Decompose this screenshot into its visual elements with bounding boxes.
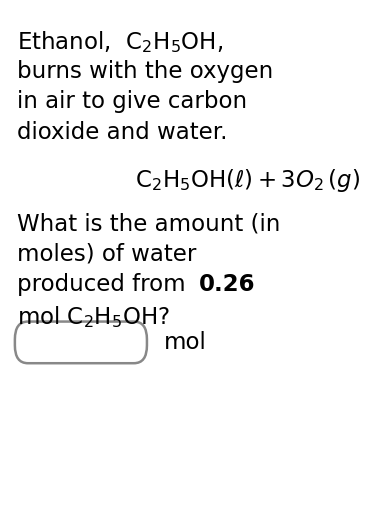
Text: in air to give carbon: in air to give carbon <box>17 90 247 113</box>
Text: $\mathrm{C_2H_5OH}(\ell) + 3O_2\,(g)$: $\mathrm{C_2H_5OH}(\ell) + 3O_2\,(g)$ <box>135 167 361 194</box>
Text: dioxide and water.: dioxide and water. <box>17 121 227 144</box>
Text: What is the amount (in: What is the amount (in <box>17 212 280 235</box>
Text: 0.26: 0.26 <box>199 273 256 296</box>
Text: mol $\mathrm{C_2H_5OH}$?: mol $\mathrm{C_2H_5OH}$? <box>17 304 170 330</box>
Text: burns with the oxygen: burns with the oxygen <box>17 60 273 83</box>
Text: moles) of water: moles) of water <box>17 243 196 266</box>
Text: produced from: produced from <box>17 273 193 296</box>
Text: mol: mol <box>164 331 206 354</box>
FancyBboxPatch shape <box>15 322 147 363</box>
Text: Ethanol,  $\mathrm{C_2H_5OH}$,: Ethanol, $\mathrm{C_2H_5OH}$, <box>17 29 223 55</box>
